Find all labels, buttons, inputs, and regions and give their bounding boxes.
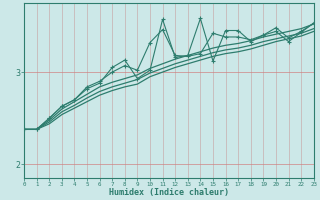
- X-axis label: Humidex (Indice chaleur): Humidex (Indice chaleur): [109, 188, 229, 197]
